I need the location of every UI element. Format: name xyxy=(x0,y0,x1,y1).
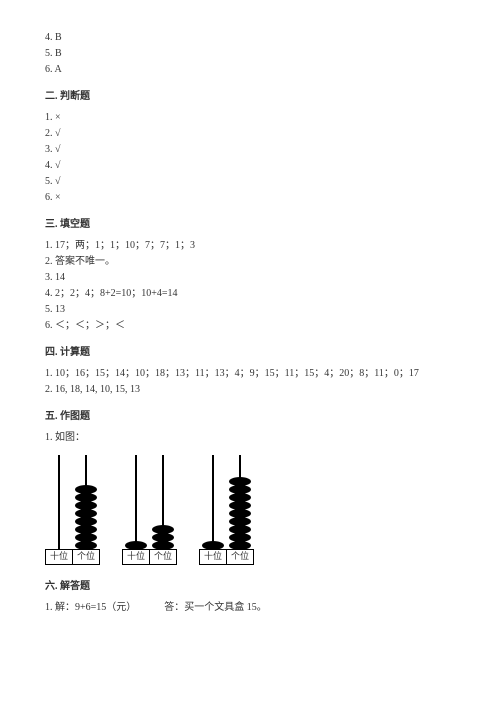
tf-answer-5: 5. √ xyxy=(45,174,455,189)
rod-stick xyxy=(212,455,214,549)
section-4-answers: 1. 10；16；15；14；10；18；13；11；13；4；9；15；11；… xyxy=(45,366,455,397)
section-5-title: 五. 作图题 xyxy=(45,409,455,424)
solve-answer-1: 1. 解：9+6=15（元） 答：买一个文具盒 15。 xyxy=(45,600,455,615)
rod-label-tens: 十位 xyxy=(45,549,73,565)
rod-label-ones: 个位 xyxy=(226,549,254,565)
rod-label-ones: 个位 xyxy=(72,549,100,565)
rod-body xyxy=(149,455,177,549)
rod-body xyxy=(199,455,227,549)
rod-label-tens: 十位 xyxy=(122,549,150,565)
draw-answer-1: 1. 如图： xyxy=(45,430,455,445)
tf-answer-3: 3. √ xyxy=(45,142,455,157)
rod-stick xyxy=(135,455,137,549)
fill-answer-1: 1. 17；两；1；1；10；7；7；1；3 xyxy=(45,238,455,253)
tf-answer-6: 6. × xyxy=(45,190,455,205)
section-6-answers: 1. 解：9+6=15（元） 答：买一个文具盒 15。 xyxy=(45,600,455,615)
calc-answer-1: 1. 10；16；15；14；10；18；13；11；13；4；9；15；11；… xyxy=(45,366,455,381)
rod-tens: 十位 xyxy=(45,455,73,565)
rod-ones: 个位 xyxy=(226,455,254,565)
fill-answer-4: 4. 2；2；4；8+2=10；10+4=14 xyxy=(45,286,455,301)
solve-answer-1-result: 答：买一个文具盒 15。 xyxy=(164,600,267,615)
rod-ones: 个位 xyxy=(72,455,100,565)
mc-answer-6: 6. A xyxy=(45,62,455,77)
rod-tens: 十位 xyxy=(122,455,150,565)
multiple-choice-continued: 4. B 5. B 6. A xyxy=(45,30,455,77)
bead xyxy=(75,541,97,550)
calc-answer-2: 2. 16, 18, 14, 10, 15, 13 xyxy=(45,382,455,397)
rod-body xyxy=(45,455,73,549)
mc-answer-5: 5. B xyxy=(45,46,455,61)
bead xyxy=(125,541,147,550)
rod-body xyxy=(226,455,254,549)
rod-stick xyxy=(58,455,60,549)
mc-answer-4: 4. B xyxy=(45,30,455,45)
solve-answer-1-work: 1. 解：9+6=15（元） xyxy=(45,600,136,615)
abacus-2: 十位个位 xyxy=(122,455,177,565)
section-2-answers: 1. × 2. √ 3. √ 4. √ 5. √ 6. × xyxy=(45,110,455,205)
fill-answer-2: 2. 答案不唯一。 xyxy=(45,254,455,269)
section-4-title: 四. 计算题 xyxy=(45,345,455,360)
abacus-1: 十位个位 xyxy=(45,455,100,565)
rod-label-ones: 个位 xyxy=(149,549,177,565)
fill-answer-3: 3. 14 xyxy=(45,270,455,285)
abacus-figure: 十位个位十位个位十位个位 xyxy=(45,455,455,565)
rod-label-tens: 十位 xyxy=(199,549,227,565)
rod-tens: 十位 xyxy=(199,455,227,565)
bead xyxy=(152,541,174,550)
tf-answer-1: 1. × xyxy=(45,110,455,125)
fill-answer-5: 5. 13 xyxy=(45,302,455,317)
fill-answer-6: 6. ＜；＜；＞；＜ xyxy=(45,318,455,333)
bead xyxy=(229,541,251,550)
section-3-title: 三. 填空题 xyxy=(45,217,455,232)
abacus-3: 十位个位 xyxy=(199,455,254,565)
tf-answer-4: 4. √ xyxy=(45,158,455,173)
rod-ones: 个位 xyxy=(149,455,177,565)
section-6-title: 六. 解答题 xyxy=(45,579,455,594)
rod-body xyxy=(72,455,100,549)
tf-answer-2: 2. √ xyxy=(45,126,455,141)
section-3-answers: 1. 17；两；1；1；10；7；7；1；3 2. 答案不唯一。 3. 14 4… xyxy=(45,238,455,333)
section-2-title: 二. 判断题 xyxy=(45,89,455,104)
bead xyxy=(202,541,224,550)
section-5-body: 1. 如图： 十位个位十位个位十位个位 xyxy=(45,430,455,565)
rod-body xyxy=(122,455,150,549)
